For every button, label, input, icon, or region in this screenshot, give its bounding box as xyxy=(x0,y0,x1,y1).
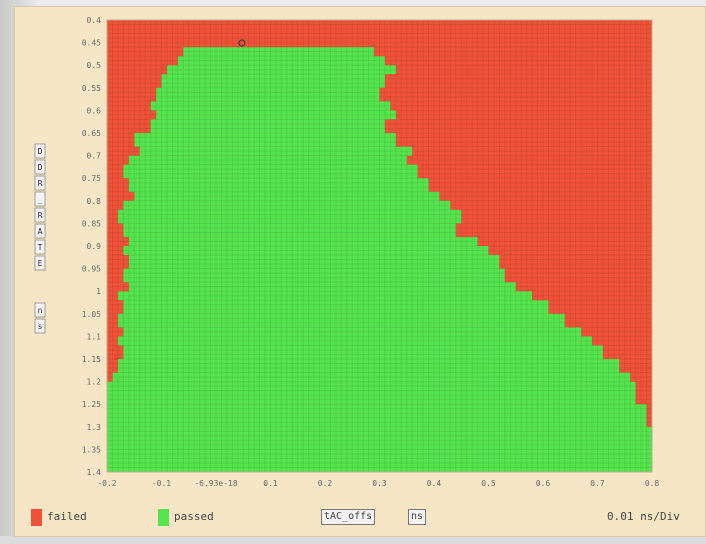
y-axis-label-glyph-box xyxy=(34,191,46,207)
x-axis-parameter-field[interactable]: tAC_offs xyxy=(321,509,376,525)
y-tick-label: 1.3 xyxy=(87,423,102,432)
y-tick-label: 1.35 xyxy=(82,445,101,454)
y-axis-label-glyph: A xyxy=(38,227,43,236)
y-axis-label-glyph-box xyxy=(34,175,46,191)
y-tick-label: 0.5 xyxy=(87,61,102,70)
y-tick-label: 0.95 xyxy=(82,265,101,274)
y-axis-label-glyph-box xyxy=(34,143,46,159)
y-tick-label: 0.8 xyxy=(87,197,102,206)
grid xyxy=(106,19,653,473)
y-axis-unit-glyph-box xyxy=(34,302,46,318)
y-tick-label: 0.55 xyxy=(82,84,101,93)
y-axis-unit-glyph: n xyxy=(38,306,43,315)
x-tick-label: 0.3 xyxy=(372,479,387,488)
plot-area[interactable]: -0.2 -0.1 -6.93e-18 0.1 0.2 0.3 0.4 0.5 0.6 0.7 0.… xyxy=(15,7,706,506)
y-tick-label: 1.15 xyxy=(82,355,101,364)
x-tick-label: -0.1 xyxy=(152,479,171,488)
x-tick-label: 0.6 xyxy=(536,479,551,488)
passed-label: passed xyxy=(174,510,214,523)
y-axis-label-glyph: R xyxy=(38,179,43,188)
y-axis-label-glyph: R xyxy=(38,211,43,220)
y-axis-label-glyph: D xyxy=(38,147,43,156)
y-tick-label: 0.9 xyxy=(87,242,102,251)
y-tick-label: 0.85 xyxy=(82,219,101,228)
x-tick-label: -0.2 xyxy=(97,479,116,488)
y-axis-label-glyph-box xyxy=(34,223,46,239)
y-tick-label: 1.4 xyxy=(87,468,102,477)
scale-label: 0.01 ns/Div xyxy=(607,510,680,523)
y-tick-label: 0.45 xyxy=(82,39,101,48)
y-tick-label: 1.1 xyxy=(87,332,102,341)
passed-swatch xyxy=(158,509,169,526)
y-tick-label: 1.25 xyxy=(82,400,101,409)
cursor-marker xyxy=(238,39,246,47)
x-tick-label: -6.93e-18 xyxy=(194,479,238,488)
failed-label: failed xyxy=(47,510,87,523)
y-axis-label-glyph: _ xyxy=(38,195,43,204)
y-axis-unit-label: ns xyxy=(34,302,46,334)
y-axis-unit-glyph-box xyxy=(34,318,46,334)
y-tick-label: 1.2 xyxy=(87,378,102,387)
y-tick-label: 0.4 xyxy=(87,16,102,25)
failed-swatch xyxy=(31,509,42,526)
y-tick-label: 0.65 xyxy=(82,129,101,138)
x-tick-label: 0.2 xyxy=(318,479,333,488)
y-axis-label-glyph: T xyxy=(38,243,43,252)
y-axis-label-glyph-box xyxy=(34,255,46,271)
y-axis-label-glyph: E xyxy=(38,259,43,268)
x-tick-label: 0.7 xyxy=(590,479,605,488)
y-axis-label-glyph-box xyxy=(34,207,46,223)
x-tick-label: 0.4 xyxy=(427,479,442,488)
x-axis-ticks: -0.2 -0.1 -6.93e-18 0.1 0.2 0.3 0.4 0.5 0.6 0.7 0.… xyxy=(97,479,659,488)
y-axis-label-glyph-box xyxy=(34,159,46,175)
y-tick-label: 0.6 xyxy=(87,106,102,115)
y-axis-label-glyph: D xyxy=(38,163,43,172)
y-axis-unit-glyph: s xyxy=(38,322,43,331)
y-tick-label: 0.75 xyxy=(82,174,101,183)
passed-region xyxy=(107,47,652,472)
y-tick-label: 1.05 xyxy=(82,310,101,319)
y-tick-label: 1 xyxy=(96,287,101,296)
unit-field[interactable]: ns xyxy=(408,509,427,525)
y-axis-ticks: 0.4 0.45 0.5 0.55 0.6 0.65 0.7 0.75 0.8 0.85 0.9 0.… xyxy=(82,16,101,477)
y-tick-label: 0.7 xyxy=(87,152,102,161)
legend-bar: failed passed tAC_offs ns 0.01 ns/Div xyxy=(15,502,706,532)
x-tick-label: 0.1 xyxy=(263,479,278,488)
shmoo-chart[interactable]: -0.2 -0.1 -6.93e-18 0.1 0.2 0.3 0.4 0.5 0.6 0.7 0.… xyxy=(15,7,706,502)
bottom-strip xyxy=(0,536,706,544)
x-tick-label: 0.8 xyxy=(645,479,660,488)
y-axis-label-glyph-box xyxy=(34,239,46,255)
x-tick-label: 0.5 xyxy=(481,479,496,488)
shmoo-plot-window: -0.2 -0.1 -6.93e-18 0.1 0.2 0.3 0.4 0.5 0.6 0.7 0.… xyxy=(14,6,706,537)
